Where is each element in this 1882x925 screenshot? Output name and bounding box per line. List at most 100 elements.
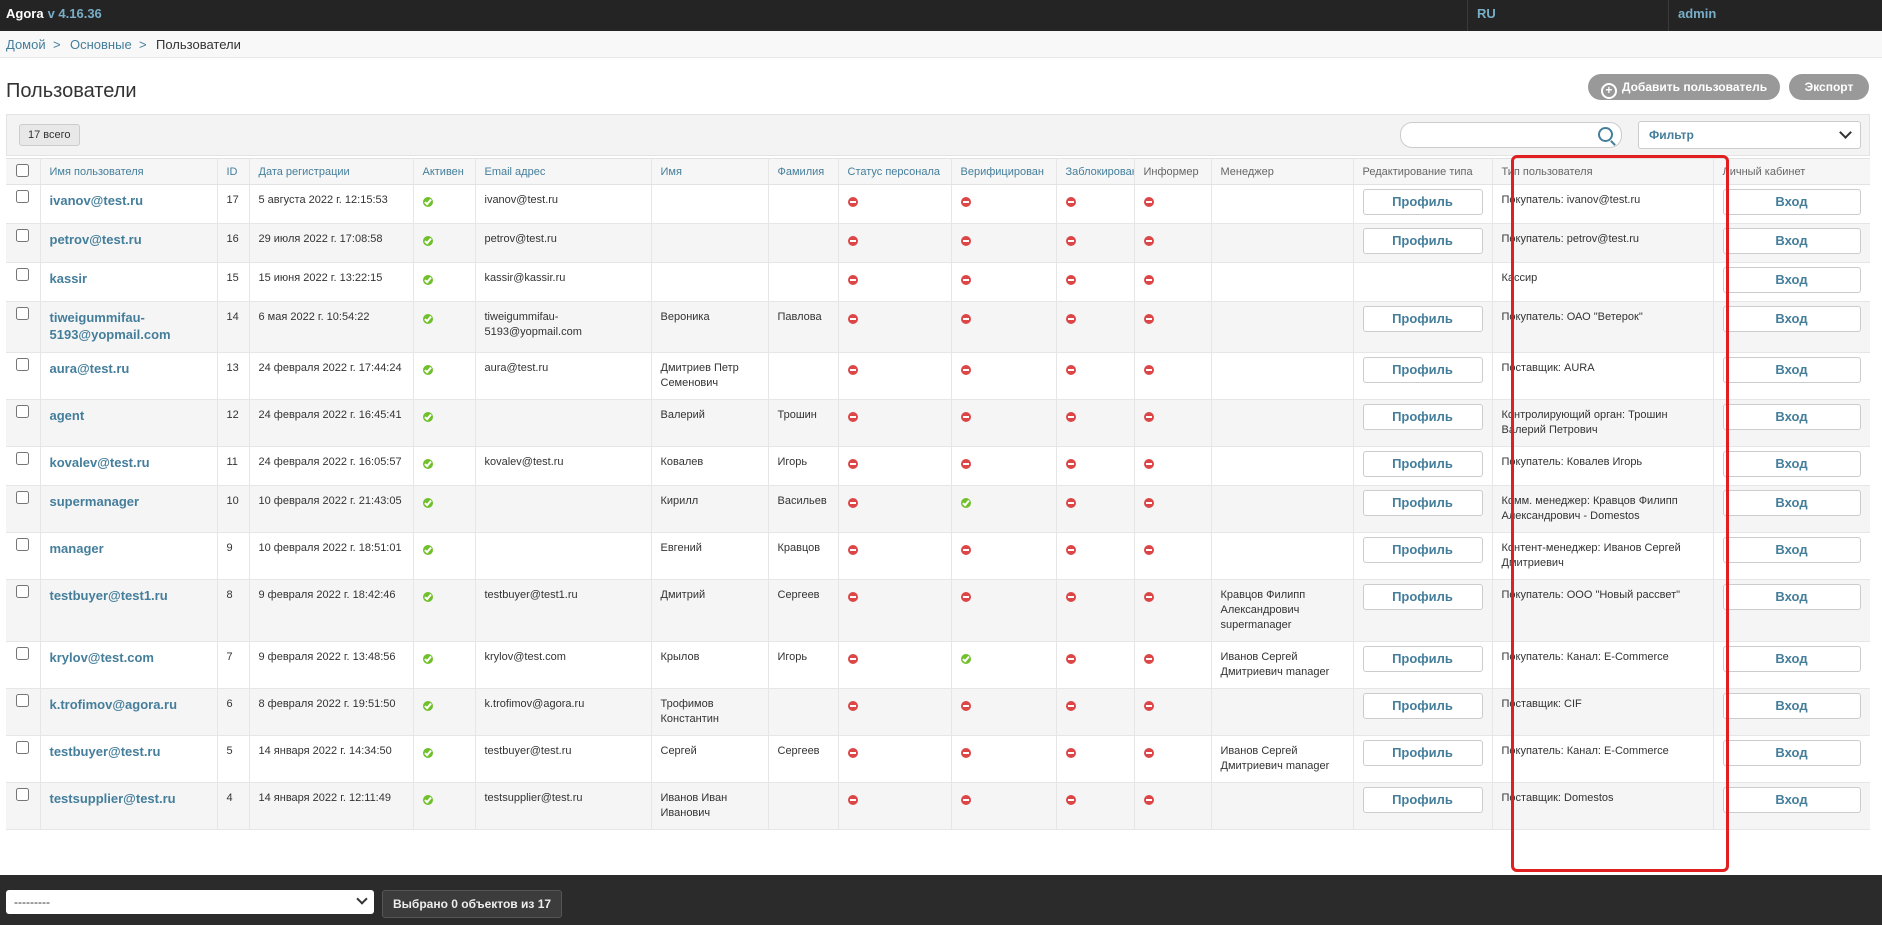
row-checkbox[interactable] [16,190,30,203]
filter-dropdown[interactable]: Фильтр [1638,121,1861,149]
plus-icon: + [1600,83,1617,99]
cabinet-cell: Вход [1713,579,1870,642]
row-checkbox[interactable] [16,647,30,660]
select-all-checkbox[interactable] [16,163,30,177]
login-button[interactable]: Вход [1722,693,1861,719]
profile-button[interactable]: Профиль [1362,189,1483,215]
login-button[interactable]: Вход [1722,306,1861,332]
profile-button[interactable]: Профиль [1362,537,1483,563]
user-type-cell: Покупатель: Канал: E-Commerce [1492,735,1714,783]
blocked-cell [1056,262,1135,302]
column-header-first-name[interactable]: Имя [651,158,769,185]
row-checkbox[interactable] [16,491,30,504]
profile-button[interactable]: Профиль [1362,740,1483,766]
login-button[interactable]: Вход [1722,584,1861,610]
check-icon [422,700,433,711]
profile-button[interactable]: Профиль [1362,404,1483,430]
username-link[interactable]: supermanager [49,494,140,509]
login-button[interactable]: Вход [1722,189,1861,215]
column-header-blocked[interactable]: Заблокирован [1056,158,1135,185]
login-button[interactable]: Вход [1722,490,1861,516]
login-button[interactable]: Вход [1722,646,1861,672]
login-button[interactable]: Вход [1722,228,1861,254]
profile-button[interactable]: Профиль [1362,693,1483,719]
minus-icon [1143,411,1154,422]
row-checkbox[interactable] [16,585,30,598]
search-input[interactable] [1400,122,1622,148]
user-menu[interactable]: admin [1678,6,1717,21]
username-link[interactable]: testbuyer@test1.ru [49,588,168,603]
profile-button[interactable]: Профиль [1362,357,1483,383]
active-cell [413,579,476,642]
username-link[interactable]: kovalev@test.ru [49,455,150,470]
column-header-staff[interactable]: Статус персонала [838,158,952,185]
username-link[interactable]: ivanov@test.ru [49,193,144,208]
column-header-username[interactable]: Имя пользователя [40,158,218,185]
row-checkbox[interactable] [16,694,30,707]
row-checkbox[interactable] [16,538,30,551]
login-button[interactable]: Вход [1722,787,1861,813]
profile-button[interactable]: Профиль [1362,490,1483,516]
column-header-date[interactable]: Дата регистрации [249,158,414,185]
breadcrumb: Домой > Основные > Пользователи [0,31,1882,58]
row-checkbox[interactable] [16,405,30,418]
profile-button[interactable]: Профиль [1362,787,1483,813]
action-select[interactable]: --------- [6,890,374,914]
login-button[interactable]: Вход [1722,404,1861,430]
total-count-badge[interactable]: 17 всего [19,124,80,146]
email-cell: k.trofimov@agora.ru [475,688,652,736]
minus-icon [960,411,971,422]
profile-button[interactable]: Профиль [1362,228,1483,254]
search-icon[interactable] [1598,127,1613,142]
minus-icon [1143,235,1154,246]
add-user-button[interactable]: + Добавить пользователь [1588,74,1780,100]
manager-cell [1211,352,1354,400]
username-link[interactable]: petrov@test.ru [49,232,142,247]
column-header-last-name[interactable]: Фамилия [768,158,839,185]
username-link[interactable]: manager [49,541,104,556]
profile-button[interactable]: Профиль [1362,451,1483,477]
row-checkbox[interactable] [16,268,30,281]
brand[interactable]: Agora v 4.16.36 [6,6,102,21]
export-button[interactable]: Экспорт [1789,74,1869,100]
breadcrumb-home[interactable]: Домой [6,37,46,52]
date-cell: 14 января 2022 г. 14:34:50 [249,735,414,783]
login-button[interactable]: Вход [1722,267,1861,293]
username-link[interactable]: k.trofimov@agora.ru [49,697,178,712]
username-link[interactable]: krylov@test.com [49,650,154,665]
column-header-email[interactable]: Email адрес [475,158,652,185]
username-cell: testbuyer@test.ru [40,735,218,783]
username-link[interactable]: agent [49,408,85,423]
username-link[interactable]: testbuyer@test.ru [49,744,161,759]
row-checkbox[interactable] [16,307,30,320]
row-checkbox-cell [6,446,41,486]
verified-cell [951,223,1057,263]
row-checkbox[interactable] [16,741,30,754]
profile-button[interactable]: Профиль [1362,584,1483,610]
profile-button[interactable]: Профиль [1362,306,1483,332]
username-link[interactable]: tiweigummifau-5193@yopmail.com [49,310,171,342]
column-header-id[interactable]: ID [217,158,250,185]
username-link[interactable]: aura@test.ru [49,361,130,376]
row-checkbox[interactable] [16,358,30,371]
column-header-verified[interactable]: Верифицирован [951,158,1057,185]
active-cell [413,782,476,830]
breadcrumb-section[interactable]: Основные [70,37,132,52]
login-button[interactable]: Вход [1722,451,1861,477]
edit-type-cell: Профиль [1353,579,1493,642]
minus-icon [1143,458,1154,469]
username-link[interactable]: kassir [49,271,88,286]
row-checkbox[interactable] [16,229,30,242]
username-link[interactable]: testsupplier@test.ru [49,791,176,806]
language-switch[interactable]: RU [1477,6,1496,21]
row-checkbox[interactable] [16,452,30,465]
login-button[interactable]: Вход [1722,740,1861,766]
row-checkbox[interactable] [16,788,30,801]
first-name-cell: Ковалев [651,446,769,486]
login-button[interactable]: Вход [1722,537,1861,563]
column-header-active[interactable]: Активен [413,158,476,185]
profile-button[interactable]: Профиль [1362,646,1483,672]
user-type-cell: Покупатель: petrov@test.ru [1492,223,1714,263]
informer-cell [1134,262,1212,302]
login-button[interactable]: Вход [1722,357,1861,383]
